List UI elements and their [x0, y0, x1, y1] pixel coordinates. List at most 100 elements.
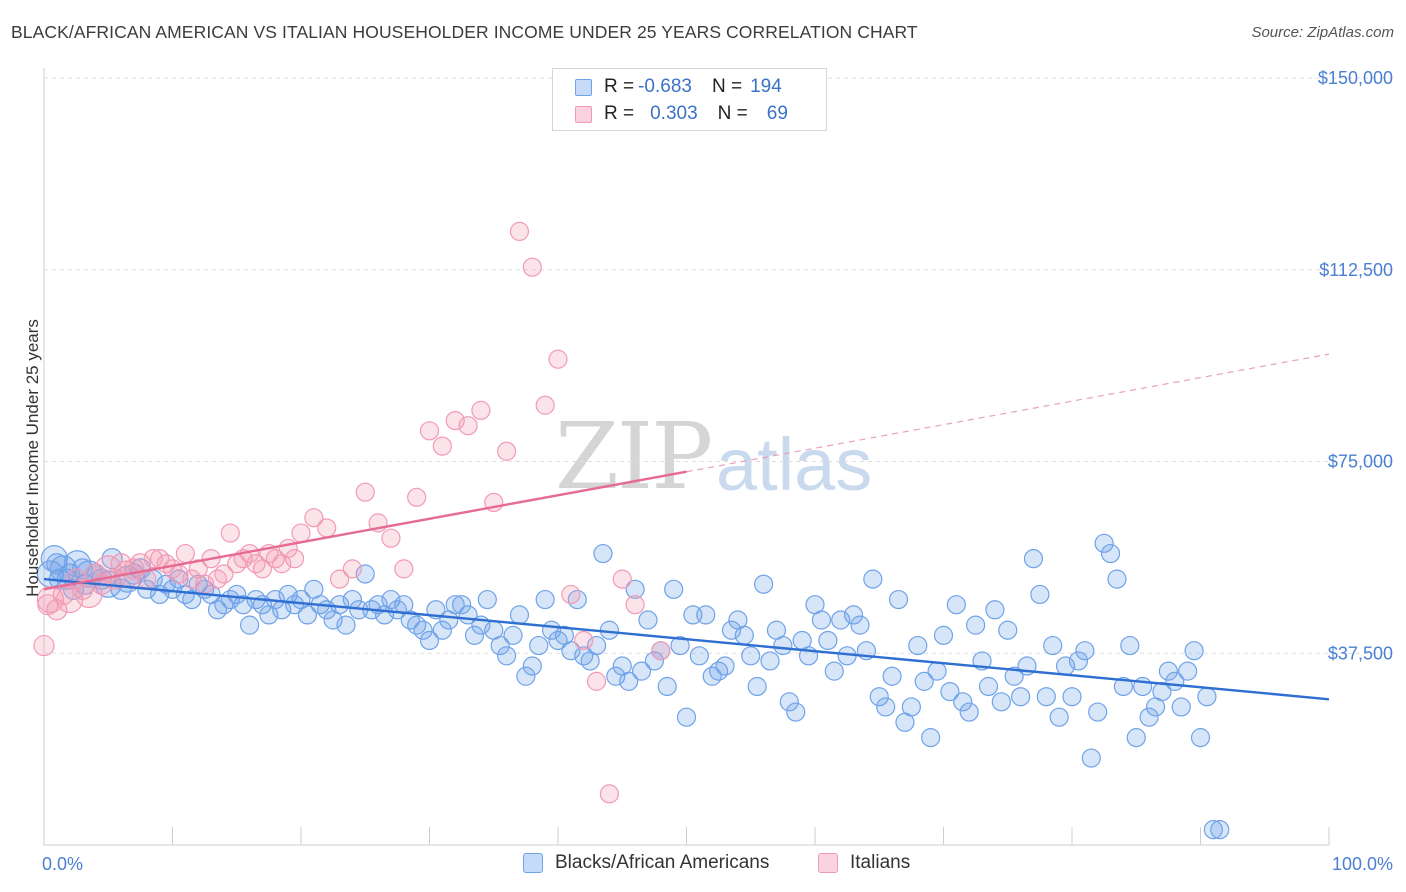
series-italians-points — [33, 221, 671, 804]
blacks-point-97 — [644, 651, 664, 671]
italians-point-65 — [625, 595, 645, 615]
blacks-point-59 — [400, 610, 420, 630]
bottom-legend-blacks: Blacks/African Americans — [523, 852, 769, 874]
blacks-point-150 — [985, 600, 1005, 620]
italians-point-21 — [175, 543, 195, 564]
italians-point-62 — [586, 671, 607, 691]
blacks-point-49 — [336, 615, 356, 635]
blacks-point-165 — [1081, 748, 1101, 768]
italians-point-52 — [458, 416, 478, 436]
italians-point-56 — [509, 221, 530, 241]
source-label: Source: ZipAtlas.com — [1251, 24, 1394, 41]
bottom-legend-swatch-blue — [523, 853, 543, 873]
blacks-point-119 — [786, 702, 806, 722]
blacks-point-159 — [1043, 635, 1063, 656]
blacks-point-102 — [676, 707, 697, 727]
y-tick-label-3: $150,000 — [1318, 68, 1393, 88]
blacks-point-170 — [1113, 676, 1134, 697]
blacks-point-154 — [1010, 687, 1031, 707]
blacks-point-109 — [721, 620, 742, 640]
italians-point-46 — [381, 528, 401, 548]
italians-point-48 — [407, 487, 427, 507]
blacks-point-134 — [882, 666, 902, 686]
blacks-point-67 — [452, 595, 472, 615]
blacks-point-89 — [593, 543, 613, 564]
blacks-point-111 — [734, 625, 754, 645]
blacks-point-177 — [1158, 661, 1178, 681]
blacks-point-112 — [741, 646, 761, 666]
watermark: ZIP atlas — [555, 403, 872, 510]
blacks-point-141 — [927, 661, 947, 681]
blacks-point-128 — [843, 605, 864, 625]
italians-point-53 — [471, 400, 491, 420]
blacks-point-182 — [1190, 728, 1211, 748]
blacks-point-166 — [1088, 702, 1108, 722]
blacks-point-32 — [227, 584, 247, 605]
blacks-point-144 — [946, 595, 966, 615]
legend-row-italians: R = 0.303 N = 69 — [553, 100, 788, 128]
y-tick-label-2: $112,500 — [1319, 260, 1393, 280]
blacks-point-140 — [921, 728, 941, 748]
y-tick-label-1: $75,000 — [1328, 452, 1393, 472]
blacks-point-74 — [497, 646, 517, 666]
italians-point-50 — [432, 436, 452, 456]
blacks-point-60 — [407, 615, 427, 635]
blacks-point-75 — [503, 625, 523, 645]
blacks-point-43 — [297, 605, 318, 625]
legend-n-value: 69 — [766, 103, 788, 124]
italians-point-22 — [182, 569, 202, 589]
blacks-point-123 — [811, 610, 832, 630]
blacks-point-106 — [702, 666, 722, 686]
blacks-point-95 — [631, 661, 652, 681]
blacks-point-132 — [869, 687, 889, 707]
blacks-point-186 — [40, 545, 68, 573]
blacks-point-69 — [464, 625, 485, 645]
blacks-point-105 — [696, 605, 716, 625]
blacks-point-62 — [419, 630, 440, 651]
blacks-point-56 — [381, 589, 401, 610]
italians-point-41 — [317, 518, 337, 538]
blacks-point-135 — [888, 589, 909, 610]
italians-point-51 — [445, 410, 465, 431]
legend-r-label: R = — [604, 76, 635, 97]
bottom-legend-label: Blacks/African Americans — [555, 852, 770, 873]
blacks-point-163 — [1068, 651, 1089, 671]
blacks-point-96 — [638, 610, 658, 630]
blacks-trend-line — [43, 577, 1330, 701]
blacks-point-142 — [933, 625, 954, 645]
axes — [43, 68, 1330, 846]
italians-point-35 — [265, 549, 285, 569]
blacks-point-137 — [901, 697, 921, 717]
legend-n-value: 194 — [750, 76, 782, 97]
bottom-legend-label: Italians — [850, 852, 911, 873]
italians-point-28 — [220, 523, 240, 543]
blacks-point-100 — [664, 579, 684, 599]
blacks-point-158 — [1036, 687, 1056, 707]
blacks-point-143 — [940, 681, 960, 702]
italians-point-64 — [612, 569, 632, 589]
blacks-point-108 — [715, 656, 735, 676]
italians-point-58 — [535, 395, 555, 415]
italians-point-42 — [329, 569, 350, 589]
blacks-point-146 — [959, 702, 979, 722]
blacks-point-171 — [1120, 635, 1140, 656]
blacks-point-113 — [747, 676, 767, 697]
blacks-point-73 — [490, 635, 510, 656]
chart-title: BLACK/AFRICAN AMERICAN VS ITALIAN HOUSEH… — [11, 22, 918, 42]
italians-point-27 — [214, 564, 234, 584]
blacks-point-125 — [824, 661, 844, 681]
blacks-point-79 — [529, 635, 549, 656]
blacks-point-104 — [689, 646, 709, 666]
blacks-point-76 — [509, 605, 530, 625]
blacks-point-157 — [1030, 584, 1050, 605]
legend-r-value: 0.303 — [650, 103, 698, 124]
blacks-point-107 — [709, 661, 729, 681]
blacks-point-94 — [625, 579, 645, 599]
italians-trend-line-solid — [43, 470, 687, 591]
blacks-point-156 — [1023, 549, 1044, 569]
blacks-point-117 — [773, 635, 793, 656]
legend-row-blacks: R = -0.683 N = 194 — [553, 73, 782, 101]
blacks-point-172 — [1126, 728, 1146, 748]
italians-trend-line-dashed — [686, 353, 1330, 473]
